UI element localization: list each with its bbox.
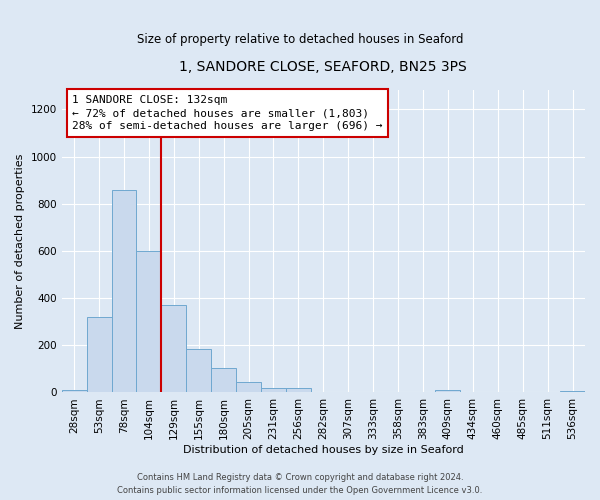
Bar bbox=[261, 388, 286, 392]
Title: 1, SANDORE CLOSE, SEAFORD, BN25 3PS: 1, SANDORE CLOSE, SEAFORD, BN25 3PS bbox=[179, 60, 467, 74]
Bar bbox=[136, 251, 161, 392]
Bar bbox=[86, 317, 112, 392]
Text: 1 SANDORE CLOSE: 132sqm
← 72% of detached houses are smaller (1,803)
28% of semi: 1 SANDORE CLOSE: 132sqm ← 72% of detache… bbox=[72, 95, 383, 132]
Y-axis label: Number of detached properties: Number of detached properties bbox=[15, 154, 25, 329]
X-axis label: Distribution of detached houses by size in Seaford: Distribution of detached houses by size … bbox=[183, 445, 464, 455]
Bar bbox=[161, 305, 186, 392]
Text: Size of property relative to detached houses in Seaford: Size of property relative to detached ho… bbox=[137, 32, 463, 46]
Bar bbox=[186, 349, 211, 393]
Text: Contains HM Land Registry data © Crown copyright and database right 2024.
Contai: Contains HM Land Registry data © Crown c… bbox=[118, 474, 482, 495]
Bar bbox=[436, 390, 460, 392]
Bar bbox=[211, 368, 236, 392]
Bar bbox=[62, 390, 86, 392]
Bar bbox=[236, 382, 261, 392]
Bar bbox=[286, 388, 311, 392]
Bar bbox=[112, 190, 136, 392]
